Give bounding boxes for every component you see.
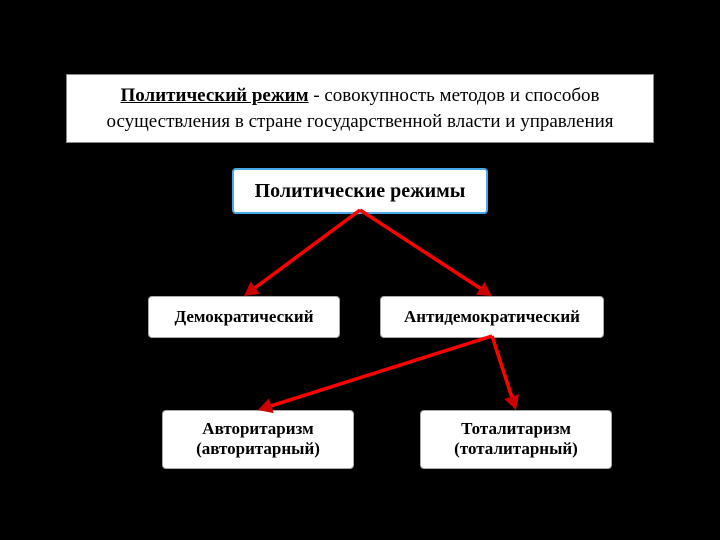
node-authoritarianism: Авторитаризм (авторитарный) xyxy=(162,410,354,469)
definition-text: Политический режим - совокупность методо… xyxy=(106,85,613,132)
arrow-head-icon xyxy=(244,281,260,296)
arrow-line xyxy=(492,336,512,398)
arrow-line xyxy=(360,210,481,289)
node-root: Политические режимы xyxy=(232,168,488,214)
node-antidemocratic: Антидемократический xyxy=(380,296,604,338)
node-authoritarianism-line1: Авторитаризм xyxy=(202,419,313,438)
definition-term: Политический режим xyxy=(121,85,309,106)
node-totalitarianism-line2: (тоталитарный) xyxy=(454,439,578,458)
definition-box: Политический режим - совокупность методо… xyxy=(66,74,654,143)
arrow-head-icon xyxy=(504,394,519,410)
node-totalitarianism: Тоталитаризм (тоталитарный) xyxy=(420,410,612,469)
node-democratic: Демократический xyxy=(148,296,340,338)
arrow-line xyxy=(254,210,360,288)
arrow-head-icon xyxy=(476,282,492,296)
node-totalitarianism-line1: Тоталитаризм xyxy=(461,419,571,438)
node-authoritarianism-line2: (авторитарный) xyxy=(196,439,320,458)
arrow-line xyxy=(270,336,492,406)
